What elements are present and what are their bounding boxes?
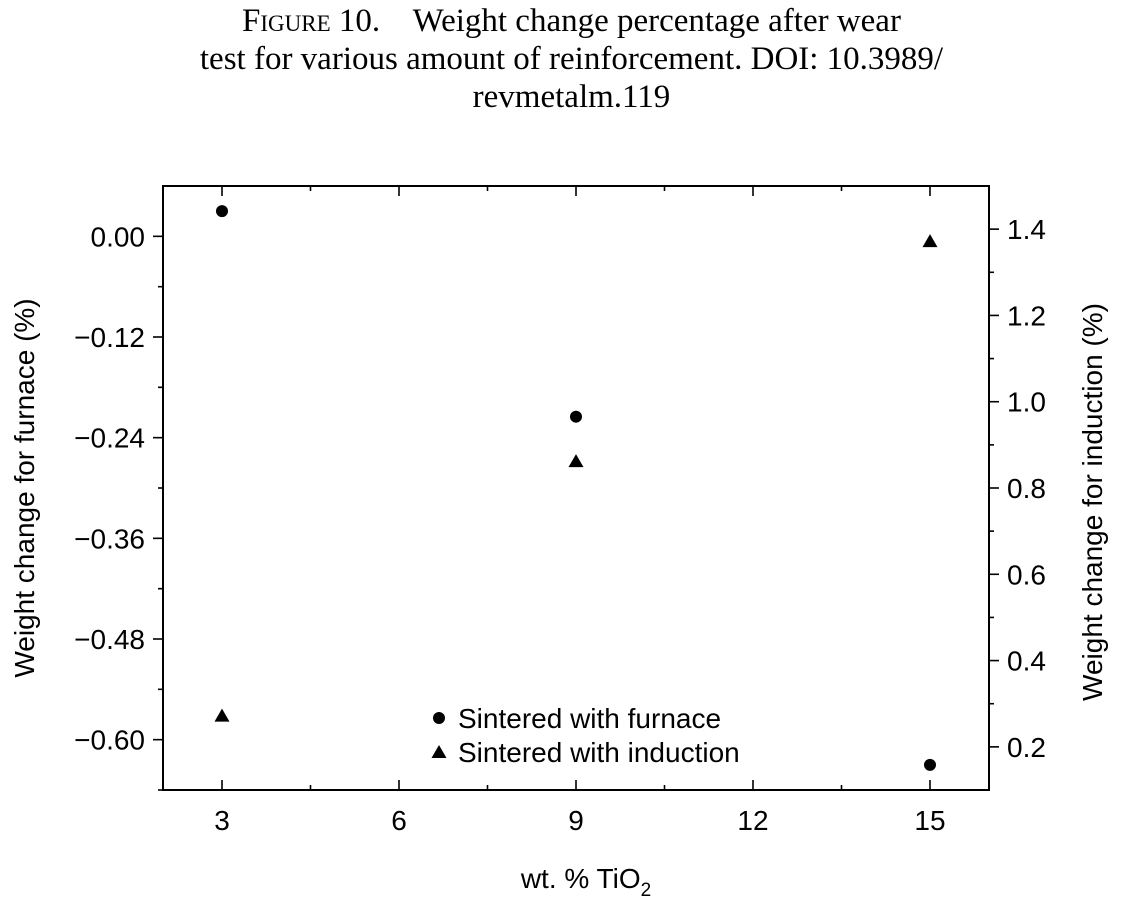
y-right-tick-label: 1.2	[1007, 300, 1046, 331]
x-axis-label-subscript: 2	[641, 880, 652, 901]
caption-text-1: Weight change percentage after wear	[412, 3, 901, 39]
induction-data-point	[568, 454, 584, 468]
x-tick-label: 12	[737, 805, 768, 836]
legend-furnace-label: Sintered with furnace	[458, 703, 721, 734]
x-tick-label: 15	[914, 805, 945, 836]
x-tick-label: 9	[568, 805, 584, 836]
induction-data-point	[922, 234, 938, 248]
y-left-tick-label: 0.00	[91, 221, 146, 252]
axis-tick-labels: 3 6 9 12 15 0.00 −0.12 −0.24 −0.36 −0.48 −0.60 1.4 1…	[74, 214, 1046, 836]
y-right-tick-label: 0.6	[1007, 559, 1046, 590]
y-right-tick-label: 1.4	[1007, 214, 1046, 245]
furnace-data-point	[216, 205, 228, 218]
legend: Sintered with furnace Sintered with indu…	[431, 703, 740, 768]
y-left-tick-label: −0.60	[74, 725, 145, 756]
x-axis-label-main: wt. % TiO	[520, 863, 641, 894]
legend-furnace-marker	[433, 712, 445, 724]
y-left-tick-label: −0.12	[74, 322, 145, 353]
figure-caption: Figure 10. Weight change percentage afte…	[0, 0, 1143, 116]
furnace-data-point	[570, 410, 582, 423]
legend-induction-marker	[431, 745, 447, 758]
y-right-tick-label: 0.2	[1007, 732, 1046, 763]
y-axis-right-label: Weight change for induction (%)	[1077, 303, 1108, 701]
data-marks	[214, 205, 938, 771]
y-axis-left-label: Weight change for furnace (%)	[9, 298, 40, 677]
axis-ticks	[153, 186, 999, 791]
x-tick-label: 3	[214, 805, 230, 836]
induction-data-point	[214, 708, 230, 722]
y-right-tick-label: 0.4	[1007, 646, 1046, 677]
x-tick-label: 6	[391, 805, 407, 836]
y-left-tick-label: −0.36	[74, 523, 145, 554]
caption-label: Figure 10.	[242, 3, 381, 39]
caption-line-3: revmetalm.119	[472, 79, 671, 115]
plot-frame	[162, 185, 990, 791]
x-axis-label: wt. % TiO2	[520, 863, 651, 901]
y-left-tick-label: −0.24	[74, 423, 145, 454]
caption-line-1: Figure 10. Weight change percentage afte…	[0, 2, 1143, 40]
y-right-tick-label: 0.8	[1007, 473, 1046, 504]
caption-line-2: test for various amount of reinforcement…	[199, 41, 944, 77]
legend-induction-label: Sintered with induction	[458, 737, 740, 768]
y-right-tick-label: 1.0	[1007, 387, 1046, 418]
y-left-tick-label: −0.48	[74, 624, 145, 655]
furnace-data-point	[924, 758, 936, 771]
